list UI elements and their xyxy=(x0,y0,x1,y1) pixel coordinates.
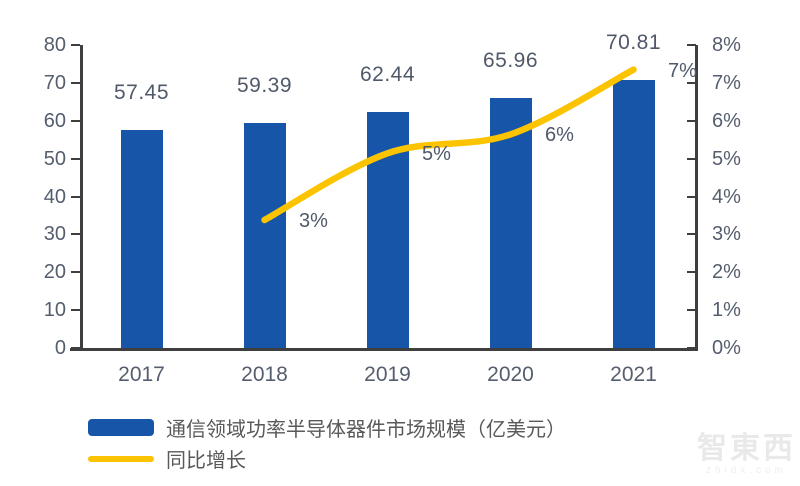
bar xyxy=(612,79,655,348)
y-axis-left-tick-label: 40 xyxy=(43,185,66,208)
bar-value-label: 62.44 xyxy=(359,62,416,86)
y-axis-right-tick-label: 6% xyxy=(712,109,741,132)
legend: 通信领域功率半导体器件市场规模（亿美元） 同比增长 xyxy=(88,412,566,474)
bar xyxy=(243,123,286,348)
y-axis-right-tick-label: 7% xyxy=(712,71,741,94)
watermark-url: zhidx.com xyxy=(705,465,787,476)
y-axis-right-tick-label: 2% xyxy=(712,261,741,284)
y-axis-right-line xyxy=(695,45,698,351)
x-axis-category-label: 2017 xyxy=(118,363,165,386)
y-axis-right-tick-label: 5% xyxy=(712,147,741,170)
y-axis-right-tick xyxy=(687,157,696,160)
line-value-label: 5% xyxy=(422,143,451,166)
y-axis-right-tick xyxy=(687,271,696,274)
y-axis-right-tick xyxy=(687,233,696,236)
y-axis-right-tick-label: 0% xyxy=(712,337,741,359)
y-axis-left-tick xyxy=(71,233,80,236)
y-axis-left-tick-label: 10 xyxy=(43,299,66,322)
bar-value-label: 65.96 xyxy=(482,49,539,73)
bar-value-label: 59.39 xyxy=(236,74,293,98)
y-axis-right-tick xyxy=(687,119,696,122)
y-axis-right-tick xyxy=(687,81,696,84)
y-axis-right-tick xyxy=(687,347,696,349)
bar xyxy=(489,98,532,348)
y-axis-left-tick-label: 50 xyxy=(43,147,66,170)
bar xyxy=(366,111,409,348)
y-axis-right-tick-label: 4% xyxy=(712,185,741,208)
y-axis-left-tick-label: 80 xyxy=(43,34,66,56)
y-axis-left-tick xyxy=(71,347,80,349)
y-axis-right-tick-label: 8% xyxy=(712,34,741,56)
bar xyxy=(120,130,163,348)
y-axis-right-tick xyxy=(687,44,696,46)
y-axis-left-tick xyxy=(71,271,80,274)
y-axis-left-tick xyxy=(71,157,80,160)
legend-bar-label: 通信领域功率半导体器件市场规模（亿美元） xyxy=(166,419,566,441)
bar-value-label: 70.81 xyxy=(605,30,662,54)
y-axis-left-tick-label: 0 xyxy=(54,337,66,359)
x-axis-category-label: 2021 xyxy=(610,363,657,386)
y-axis-left-tick-label: 20 xyxy=(43,261,66,284)
y-axis-left-tick xyxy=(71,309,80,312)
legend-line-swatch xyxy=(88,455,154,462)
y-axis-left-tick xyxy=(71,44,80,46)
y-axis-right-tick xyxy=(687,195,696,198)
y-axis-left-tick xyxy=(71,119,80,122)
line-value-label: 7% xyxy=(668,59,697,82)
y-axis-left-tick xyxy=(71,195,80,198)
legend-bar-swatch xyxy=(88,419,154,436)
y-axis-left-tick-label: 60 xyxy=(43,109,66,132)
line-value-label: 3% xyxy=(299,209,328,232)
y-axis-left-line xyxy=(80,45,83,351)
y-axis-right-tick-label: 1% xyxy=(712,299,741,322)
watermark-logo: 智東西 xyxy=(697,432,796,465)
x-axis-line xyxy=(70,348,698,351)
watermark: 智東西 zhidx.com xyxy=(697,434,796,478)
x-axis-category-label: 2019 xyxy=(364,363,411,386)
legend-line-label: 同比增长 xyxy=(166,450,246,472)
bar-value-label: 57.45 xyxy=(113,81,170,105)
y-axis-right-tick-label: 3% xyxy=(712,223,741,246)
x-axis-category-label: 2020 xyxy=(487,363,534,386)
legend-item-market-size: 通信领域功率半导体器件市场规模（亿美元） xyxy=(88,412,566,443)
legend-item-yoy-growth: 同比增长 xyxy=(88,443,566,474)
line-value-label: 6% xyxy=(545,124,574,147)
y-axis-right-tick xyxy=(687,309,696,312)
y-axis-left-tick xyxy=(71,81,80,84)
x-axis-category-label: 2018 xyxy=(241,363,288,386)
y-axis-left-tick-label: 30 xyxy=(43,223,66,246)
y-axis-left-tick-label: 70 xyxy=(43,71,66,94)
